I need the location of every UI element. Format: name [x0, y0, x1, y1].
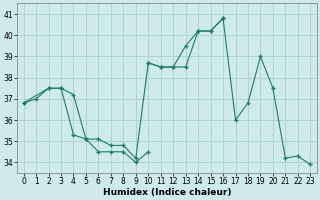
X-axis label: Humidex (Indice chaleur): Humidex (Indice chaleur): [103, 188, 231, 197]
